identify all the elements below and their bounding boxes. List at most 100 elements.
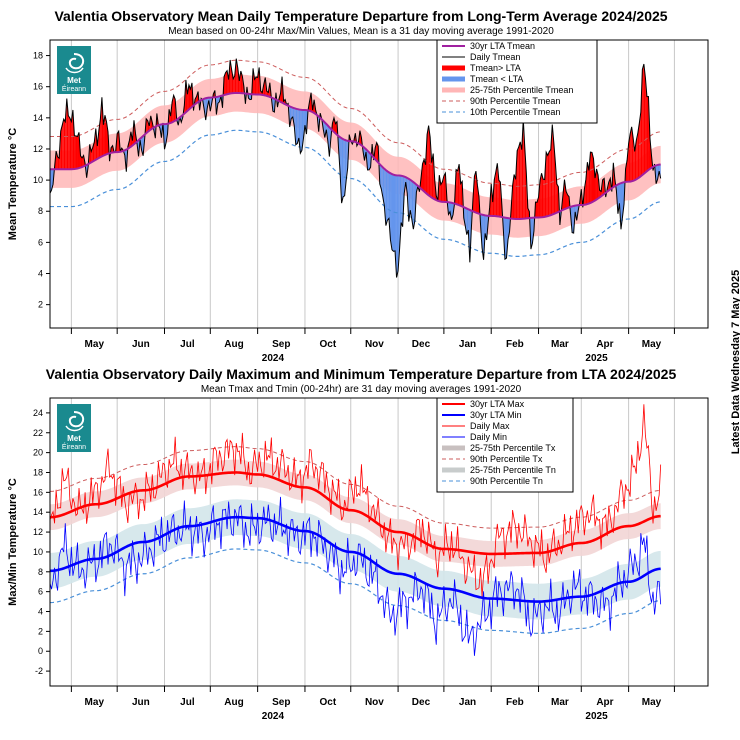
top-departure-fill-192	[343, 139, 345, 197]
top-ytick-label-2: 6	[38, 237, 43, 247]
top-departure-fill-91	[188, 84, 191, 110]
top-logo-wave-icon	[65, 67, 84, 74]
bottom-ytick-label-6: 10	[33, 547, 43, 557]
top-departure-fill-185	[332, 117, 334, 132]
top-departure-fill-116	[227, 70, 229, 95]
top-departure-fill-218	[382, 167, 385, 206]
top-departure-fill-135	[256, 77, 258, 95]
top-departure-fill-353	[588, 152, 591, 204]
top-month-label-0: May	[85, 339, 105, 350]
top-departure-fill-29	[94, 128, 96, 161]
bottom-year-label-1: 2025	[585, 711, 608, 722]
top-departure-fill-225	[393, 174, 396, 252]
top-departure-fill-389	[643, 64, 646, 174]
top-departure-fill-273	[466, 208, 469, 235]
bottom-legend-label-7: 90th Percentile Tn	[470, 476, 543, 486]
top-departure-fill-298	[504, 217, 507, 260]
top-year-label-1: 2025	[585, 353, 608, 364]
top-departure-fill-308	[520, 141, 522, 219]
top-departure-fill-63	[146, 118, 148, 134]
top-departure-fill-390	[645, 77, 647, 173]
bottom-tn-p90-line	[49, 548, 661, 634]
top-departure-fill-313	[527, 208, 530, 219]
top-departure-fill-223	[390, 173, 392, 250]
top-departure-fill-329	[552, 124, 554, 215]
top-departure-fill-337	[564, 179, 567, 210]
top-departure-fill-119	[231, 69, 234, 94]
top-departure-fill-244	[422, 159, 425, 192]
top-departure-fill-219	[384, 168, 386, 226]
top-departure-fill-13	[69, 117, 72, 170]
bottom-month-label-7: Dec	[412, 697, 431, 708]
top-departure-fill-258	[443, 173, 446, 202]
top-departure-fill-372	[617, 183, 620, 214]
bottom-logo-wave-icon	[65, 425, 84, 432]
top-departure-fill-292	[495, 163, 498, 217]
top-departure-fill-186	[333, 117, 336, 134]
bottom-lta-max-line	[49, 471, 661, 556]
top-departure-fill-385	[637, 123, 640, 179]
top-departure-fill-269	[460, 181, 463, 207]
bottom-month-label-2: Jul	[180, 697, 195, 708]
top-legend-label-5: 90th Percentile Tmean	[470, 96, 560, 106]
top-departure-fill-384	[636, 133, 638, 180]
top-departure-fill-306	[517, 147, 519, 220]
top-departure-fill-266	[456, 169, 458, 205]
top-departure-fill-338	[566, 191, 568, 209]
top-departure-fill-224	[391, 174, 394, 252]
top-month-label-7: Dec	[412, 339, 431, 350]
bottom-month-label-8: Jan	[459, 697, 476, 708]
bottom-legend-label-0: 30yr LTA Max	[470, 399, 525, 409]
bottom-ytick-label-1: 0	[38, 646, 43, 656]
top-month-label-10: Mar	[551, 339, 569, 350]
top-ytick-label-5: 12	[33, 144, 43, 154]
top-departure-fill-380	[630, 126, 632, 182]
top-logo-line1: Met	[67, 76, 81, 85]
top-ytick-label-8: 18	[33, 51, 43, 61]
top-departure-fill-187	[335, 121, 338, 135]
top-departure-fill-21	[82, 155, 84, 168]
top-departure-fill-20	[80, 155, 83, 168]
bottom-month-label-10: Mar	[551, 697, 569, 708]
bottom-ytick-label-7: 12	[33, 527, 43, 537]
top-departure-fill-318	[535, 202, 538, 218]
top-legend-label-3: Tmean < LTA	[470, 74, 523, 84]
top-ytick-label-1: 4	[38, 269, 43, 279]
top-departure-fill-391	[646, 96, 649, 172]
bottom-ylabel: Max/Min Temperature °C	[7, 478, 19, 606]
top-daily-line	[49, 58, 662, 278]
top-departure-fill-26	[89, 144, 92, 164]
bottom-plot-border	[49, 397, 709, 687]
top-departure-fill-311	[524, 147, 527, 219]
bottom-month-label-9: Feb	[506, 697, 524, 708]
top-departure-fill-321	[540, 173, 542, 218]
top-departure-fill-16	[74, 135, 76, 170]
bottom-month-label-5: Oct	[320, 697, 337, 708]
top-departure-fill-388	[642, 64, 644, 176]
top-logo-line2: Éireann	[62, 84, 86, 93]
top-departure-fill-157	[289, 106, 292, 128]
bottom-month-label-1: Jun	[132, 697, 150, 708]
top-departure-fill-227	[396, 175, 399, 278]
top-departure-fill-280	[477, 185, 479, 214]
top-departure-fill-278	[474, 171, 476, 213]
top-departure-fill-136	[257, 67, 260, 95]
top-year-label-0: 2024	[262, 353, 285, 364]
top-legend-label-6: 10th Percentile Tmean	[470, 107, 560, 117]
bottom-month-label-3: Aug	[224, 697, 243, 708]
top-departure-fill-18	[77, 132, 80, 169]
top-departure-fill-120	[233, 75, 235, 94]
top-p90-line	[50, 59, 661, 187]
bottom-ytick-label-5: 8	[38, 567, 43, 577]
top-departure-fill-229	[399, 175, 402, 249]
top-departure-fill-248	[428, 125, 431, 197]
top-departure-fill-387	[640, 69, 643, 177]
top-month-label-4: Sep	[272, 339, 290, 350]
top-ytick-label-7: 16	[33, 82, 43, 92]
bottom-legend-label-4: 25-75th Percentile Tx	[470, 443, 556, 453]
bottom-ytick-label-10: 18	[33, 467, 43, 477]
top-departure-fill-256	[440, 181, 443, 202]
top-departure-fill-323	[543, 179, 545, 218]
